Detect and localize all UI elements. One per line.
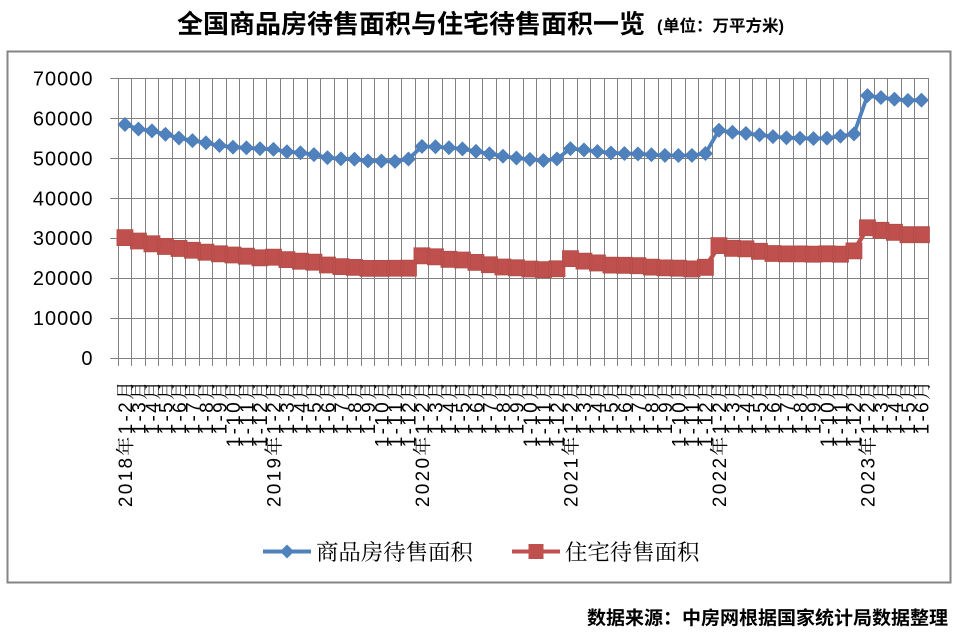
svg-text:3-1: 3-1 bbox=[872, 402, 893, 434]
svg-text:6-1: 6-1 bbox=[170, 402, 191, 434]
svg-text:6-1: 6-1 bbox=[318, 402, 339, 434]
svg-text:0: 0 bbox=[81, 348, 93, 370]
svg-text:7-1: 7-1 bbox=[332, 402, 353, 434]
svg-text:6-1: 6-1 bbox=[615, 402, 636, 434]
svg-text:8-1: 8-1 bbox=[642, 402, 663, 434]
svg-text:4-1: 4-1 bbox=[440, 402, 461, 434]
svg-text:4-1: 4-1 bbox=[885, 402, 906, 434]
svg-text:8-1: 8-1 bbox=[494, 402, 515, 434]
svg-text:7-1: 7-1 bbox=[777, 402, 798, 434]
svg-text:70000: 70000 bbox=[33, 68, 94, 90]
svg-text:5-1: 5-1 bbox=[899, 402, 920, 434]
svg-text:9-1: 9-1 bbox=[210, 402, 231, 434]
svg-text:7-1: 7-1 bbox=[183, 402, 204, 434]
svg-text:9-1: 9-1 bbox=[507, 402, 528, 434]
svg-text:5-1: 5-1 bbox=[750, 402, 771, 434]
svg-text:3-1: 3-1 bbox=[129, 402, 150, 434]
svg-text:20000: 20000 bbox=[33, 268, 94, 290]
svg-text:6-1: 6-1 bbox=[467, 402, 488, 434]
svg-text:9-1: 9-1 bbox=[804, 402, 825, 434]
svg-text:5-1: 5-1 bbox=[156, 402, 177, 434]
svg-text:7-1: 7-1 bbox=[480, 402, 501, 434]
svg-text:8-1: 8-1 bbox=[791, 402, 812, 434]
svg-text:5-1: 5-1 bbox=[453, 402, 474, 434]
svg-text:): ) bbox=[779, 18, 785, 36]
svg-text:3-1: 3-1 bbox=[278, 402, 299, 434]
svg-text:60000: 60000 bbox=[33, 108, 94, 130]
svg-text:9-1: 9-1 bbox=[656, 402, 677, 434]
svg-text:4-1: 4-1 bbox=[291, 402, 312, 434]
svg-text:4-1: 4-1 bbox=[588, 402, 609, 434]
svg-text:3-1: 3-1 bbox=[575, 402, 596, 434]
svg-text:5-1: 5-1 bbox=[305, 402, 326, 434]
svg-text:3-1: 3-1 bbox=[723, 402, 744, 434]
svg-text:4-1: 4-1 bbox=[143, 402, 164, 434]
svg-text:5-1: 5-1 bbox=[602, 402, 623, 434]
svg-text:6-1: 6-1 bbox=[912, 402, 933, 434]
svg-text:6-1: 6-1 bbox=[764, 402, 785, 434]
svg-text:50000: 50000 bbox=[33, 148, 94, 170]
svg-text:7-1: 7-1 bbox=[629, 402, 650, 434]
svg-text:40000: 40000 bbox=[33, 188, 94, 210]
svg-text:9-1: 9-1 bbox=[359, 402, 380, 434]
svg-text:(: ( bbox=[657, 18, 663, 36]
svg-text:3-1: 3-1 bbox=[426, 402, 447, 434]
svg-text:4-1: 4-1 bbox=[737, 402, 758, 434]
svg-text:30000: 30000 bbox=[33, 228, 94, 250]
svg-text:10000: 10000 bbox=[33, 308, 94, 330]
svg-text:8-1: 8-1 bbox=[197, 402, 218, 434]
svg-text:8-1: 8-1 bbox=[345, 402, 366, 434]
